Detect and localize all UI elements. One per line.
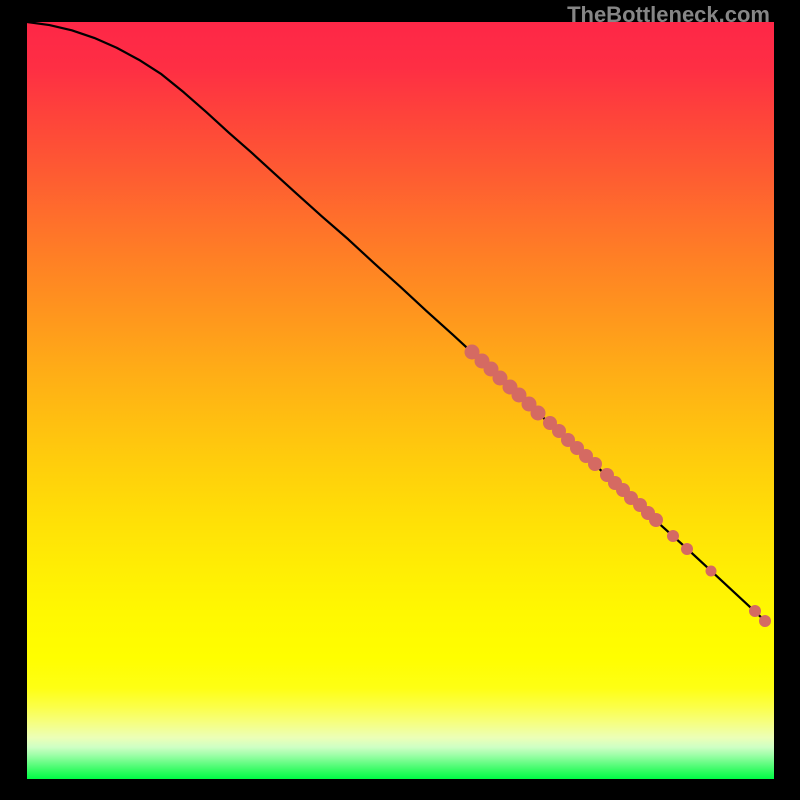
data-marker xyxy=(759,615,771,627)
bottleneck-curve xyxy=(27,22,767,622)
curve-layer xyxy=(27,22,774,779)
data-marker xyxy=(667,530,679,542)
data-marker xyxy=(530,405,545,420)
chart-root: TheBottleneck.com xyxy=(0,0,800,800)
data-marker xyxy=(749,605,761,617)
data-marker xyxy=(681,543,693,555)
plot-area xyxy=(27,22,774,779)
watermark-label: TheBottleneck.com xyxy=(567,2,770,28)
data-marker xyxy=(706,565,717,576)
data-marker xyxy=(649,513,663,527)
data-marker xyxy=(588,457,602,471)
